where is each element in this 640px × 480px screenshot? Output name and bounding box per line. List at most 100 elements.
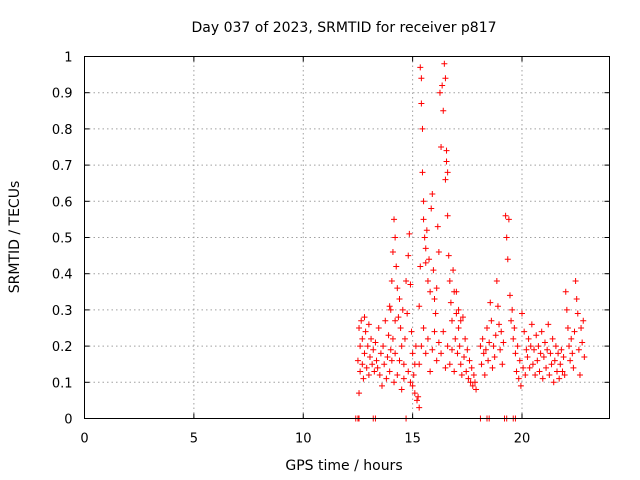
data-point xyxy=(399,306,406,313)
data-point xyxy=(543,364,550,371)
x-tick-label: 15 xyxy=(404,432,421,447)
y-tick-label: 0.1 xyxy=(52,376,73,391)
x-axis-ticks: 0 5 10 15 20 xyxy=(80,56,530,447)
data-point xyxy=(533,332,540,339)
data-point xyxy=(394,285,401,292)
data-point xyxy=(411,390,418,397)
data-point xyxy=(405,252,412,259)
data-point xyxy=(519,310,525,317)
data-point xyxy=(414,397,420,404)
data-point xyxy=(572,277,579,284)
data-point xyxy=(412,343,419,350)
data-point xyxy=(424,335,431,342)
data-point xyxy=(568,335,575,342)
data-point xyxy=(573,296,580,303)
data-point xyxy=(417,263,424,270)
data-point xyxy=(374,364,381,371)
data-point xyxy=(382,317,389,324)
data-point xyxy=(361,350,368,357)
data-point xyxy=(556,375,563,382)
y-tick-label: 0.7 xyxy=(52,159,73,174)
data-point xyxy=(420,216,427,223)
data-point xyxy=(567,357,574,364)
data-point xyxy=(396,296,403,303)
data-point xyxy=(442,75,449,82)
y-tick-label: 0.5 xyxy=(52,232,73,247)
data-point xyxy=(357,343,364,350)
data-point xyxy=(479,335,486,342)
data-point xyxy=(359,335,366,342)
data-point xyxy=(482,346,489,353)
data-point xyxy=(554,368,560,375)
data-point xyxy=(438,144,445,150)
data-point xyxy=(449,317,455,324)
data-point xyxy=(415,393,422,400)
data-point xyxy=(461,353,468,360)
data-point xyxy=(555,350,562,357)
data-point xyxy=(417,64,424,71)
x-axis-title: GPS time / hours xyxy=(285,458,402,474)
data-point xyxy=(550,379,557,386)
data-point xyxy=(540,353,547,360)
data-point xyxy=(463,368,470,375)
data-point xyxy=(442,176,449,183)
data-point xyxy=(387,346,394,353)
data-point xyxy=(497,346,504,353)
data-point xyxy=(538,328,545,335)
data-point xyxy=(506,292,513,299)
data-point xyxy=(574,310,581,317)
data-point xyxy=(531,346,538,353)
data-point xyxy=(440,107,447,114)
data-point xyxy=(398,343,405,350)
data-point xyxy=(453,310,460,317)
data-point xyxy=(580,317,587,324)
data-point xyxy=(435,248,442,255)
data-point xyxy=(388,357,395,364)
data-point xyxy=(480,350,487,357)
data-point xyxy=(552,343,559,350)
data-point xyxy=(447,299,454,306)
data-point xyxy=(511,325,518,331)
data-point xyxy=(418,343,425,350)
y-tick-label: 0.2 xyxy=(52,340,73,355)
data-point xyxy=(386,303,393,310)
data-point xyxy=(400,375,407,382)
data-point xyxy=(544,346,551,353)
data-point xyxy=(478,361,485,368)
data-point xyxy=(547,350,554,357)
data-point xyxy=(416,361,423,368)
data-point xyxy=(395,314,402,321)
data-point xyxy=(465,375,472,382)
chart-title: Day 037 of 2023, SRMTID for receiver p81… xyxy=(191,20,496,36)
data-point xyxy=(575,346,582,353)
data-point xyxy=(359,361,366,368)
y-tick-label: 0.9 xyxy=(52,87,73,102)
data-point xyxy=(522,372,529,379)
data-point xyxy=(579,339,586,346)
data-point xyxy=(569,350,576,357)
data-point xyxy=(379,382,385,389)
data-point xyxy=(419,125,426,132)
data-point xyxy=(401,335,408,342)
data-point xyxy=(545,321,552,328)
data-point xyxy=(486,339,493,346)
data-point xyxy=(549,335,556,342)
data-point xyxy=(496,321,503,328)
data-point xyxy=(426,256,433,263)
data-point xyxy=(418,100,425,107)
data-point xyxy=(365,321,372,328)
data-point xyxy=(564,325,571,331)
data-point xyxy=(443,158,450,165)
x-tick-label: 10 xyxy=(295,432,312,447)
data-point xyxy=(372,339,379,346)
data-point xyxy=(444,212,451,219)
data-point xyxy=(440,328,447,335)
data-point xyxy=(485,357,492,364)
data-point xyxy=(363,364,370,371)
data-point xyxy=(469,382,476,389)
data-point xyxy=(370,346,377,353)
data-point xyxy=(416,404,423,411)
data-point xyxy=(432,310,439,317)
data-point xyxy=(454,350,461,357)
